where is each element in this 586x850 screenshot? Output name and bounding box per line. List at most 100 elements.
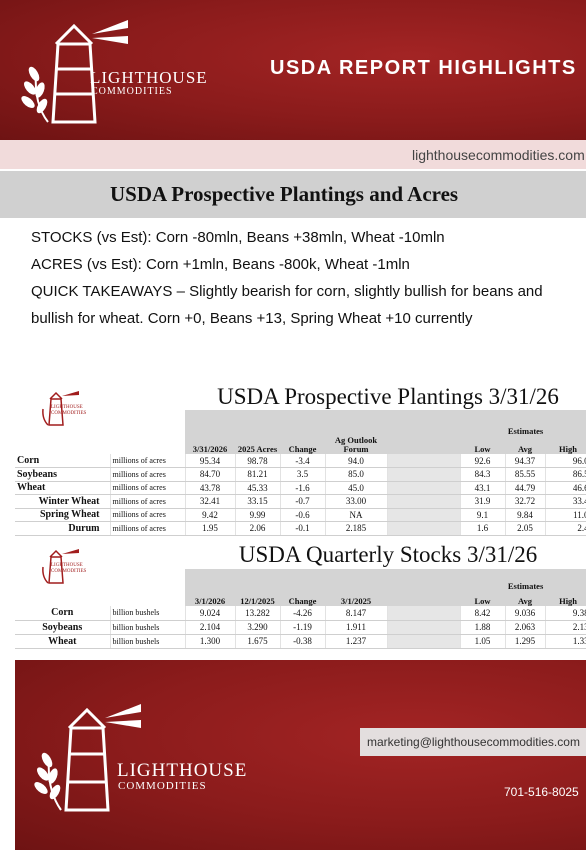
paragraph: STOCKS (vs Est): Corn -80mln, Beans +38m… (31, 229, 445, 246)
cell-value: 43.78 (185, 481, 236, 495)
cell-value: 9.84 (505, 508, 546, 522)
row-unit: millions of acres (110, 454, 186, 468)
row-label: Corn (15, 454, 111, 468)
row-label: Winter Wheat (15, 494, 111, 509)
gap-cell (387, 620, 461, 635)
gap-cell (387, 467, 461, 482)
paragraph: ACRES (vs Est): Corn +1mln, Beans -800k,… (31, 256, 410, 273)
row-unit: billion bushels (110, 634, 186, 649)
row-unit: millions of acres (110, 481, 186, 495)
mini-logo-text: LIGHTHOUSE COMMODITIES (51, 563, 185, 575)
cell-value: 84.3 (460, 467, 506, 482)
column-header: High (545, 591, 586, 606)
cell-value: 9.42 (185, 508, 236, 522)
column-header: High (545, 436, 586, 454)
cell-value: 32.72 (505, 494, 546, 509)
column-header: Change (280, 436, 325, 454)
light-ray (105, 704, 141, 718)
cell-value: 2.05 (505, 521, 546, 536)
cell-value: 94.37 (505, 454, 546, 468)
cell-value: 92.6 (460, 454, 506, 468)
column-header: Change (280, 591, 325, 606)
cell-value: 46.6 (545, 481, 586, 495)
header-row: 3/1/2026 12/1/2025 Change 3/1/2025 Low Avg Hig… (15, 591, 586, 606)
cell-value: 2.13 (545, 620, 586, 635)
cell-value: 9.1 (460, 508, 506, 522)
gap-cell (387, 521, 461, 536)
light-ray (62, 391, 79, 396)
data-table: LIGHTHOUSE COMMODITIES USDA Prospective Pl… (15, 383, 586, 536)
gap-cell (387, 494, 461, 509)
header-cell (185, 569, 235, 591)
row-label: Wheat (15, 481, 111, 495)
column-header: 3/1/2026 (185, 591, 235, 606)
gap-cell (387, 481, 461, 495)
mini-logo: LIGHTHOUSE COMMODITIES (15, 541, 185, 606)
data-row: Soybeans billion bushels 2.104 3.290 -1.19 1.… (15, 620, 586, 635)
cell-value: 33.15 (235, 494, 281, 509)
gap-cell (387, 606, 461, 621)
data-table: LIGHTHOUSE COMMODITIES USDA Quarterly Stoc… (15, 541, 586, 649)
cell-value: -0.1 (280, 521, 326, 536)
paragraph: QUICK TAKEAWAYS – Slightly bearish for c… (31, 283, 543, 327)
cell-value: 8.42 (460, 606, 506, 621)
row-label: Spring Wheat (15, 508, 111, 522)
mini-brand: LIGHTHOUSE (51, 563, 83, 568)
header-cell (185, 410, 235, 436)
column-header: 2025 Acres (235, 436, 280, 454)
website-strip: lighthousecommodities.com (0, 140, 586, 169)
column-header: Avg (505, 591, 545, 606)
cell-value: 96.0 (545, 454, 586, 468)
cell-value: 1.33 (545, 634, 586, 649)
cell-value: 31.9 (460, 494, 506, 509)
header-cell (325, 569, 387, 591)
cell-value: -0.7 (280, 494, 326, 509)
title-row: LIGHTHOUSE COMMODITIES USDA Prospective Pl… (15, 383, 586, 454)
header-row: Estimates (15, 410, 586, 436)
cell-value: -0.38 (280, 634, 326, 649)
brand-sub: COMMODITIES (118, 780, 207, 792)
cell-value: 11.0 (545, 508, 586, 522)
logo-icon (21, 20, 128, 124)
section-bar: USDA Prospective Plantings and Acres (0, 171, 586, 218)
mini-brand-sub: COMMODITIES (51, 411, 87, 416)
data-row: Wheat billion bushels 1.300 1.675 -0.38 1.237… (15, 634, 586, 649)
mini-logo-icon (42, 549, 79, 584)
email[interactable]: marketing@lighthousecommodities.com (367, 735, 580, 749)
header-row: 3/31/2026 2025 Acres Change Ag Outlook Foru… (15, 436, 586, 454)
cell-value: 1.6 (460, 521, 506, 536)
cell-value: 9.38 (545, 606, 586, 621)
cell-value: 1.95 (185, 521, 236, 536)
cell-value: 13.282 (235, 606, 281, 621)
cell-value: 3.5 (280, 467, 326, 482)
lighthouse (48, 391, 64, 426)
brand-name: LIGHTHOUSE (90, 68, 208, 87)
estimates-label: Estimates (460, 410, 586, 436)
cell-value: 1.05 (460, 634, 506, 649)
cell-value: 2.185 (325, 521, 388, 536)
website[interactable]: lighthousecommodities.com (412, 147, 585, 163)
cell-value: 85.0 (325, 467, 388, 482)
gap-cell (387, 454, 461, 468)
data-row: Corn billion bushels 9.024 13.282 -4.26 8.147… (15, 606, 586, 621)
cell-value: -1.6 (280, 481, 326, 495)
cell-value: 43.1 (460, 481, 506, 495)
data-row: Spring Wheat millions of acres 9.42 9.99 -0.… (15, 508, 586, 522)
data-row: Winter Wheat millions of acres 32.41 33.15-… (15, 494, 586, 509)
column-header: Ag Outlook Forum (325, 436, 387, 454)
logo-icon (34, 704, 141, 812)
wheat (42, 408, 49, 426)
header-cell (325, 410, 387, 436)
mini-brand: LIGHTHOUSE (51, 405, 83, 410)
column-header: 12/1/2025 (235, 591, 280, 606)
row-unit: billion bushels (110, 606, 186, 621)
cell-value: 81.21 (235, 467, 281, 482)
column-header: Avg (505, 436, 545, 454)
cell-value: 2.063 (505, 620, 546, 635)
cell-value: 3.290 (235, 620, 281, 635)
row-unit: billion bushels (110, 620, 186, 635)
lighthouse (51, 23, 97, 124)
table-title: USDA Quarterly Stocks 3/31/26 (185, 541, 586, 569)
header-cell (280, 410, 325, 436)
